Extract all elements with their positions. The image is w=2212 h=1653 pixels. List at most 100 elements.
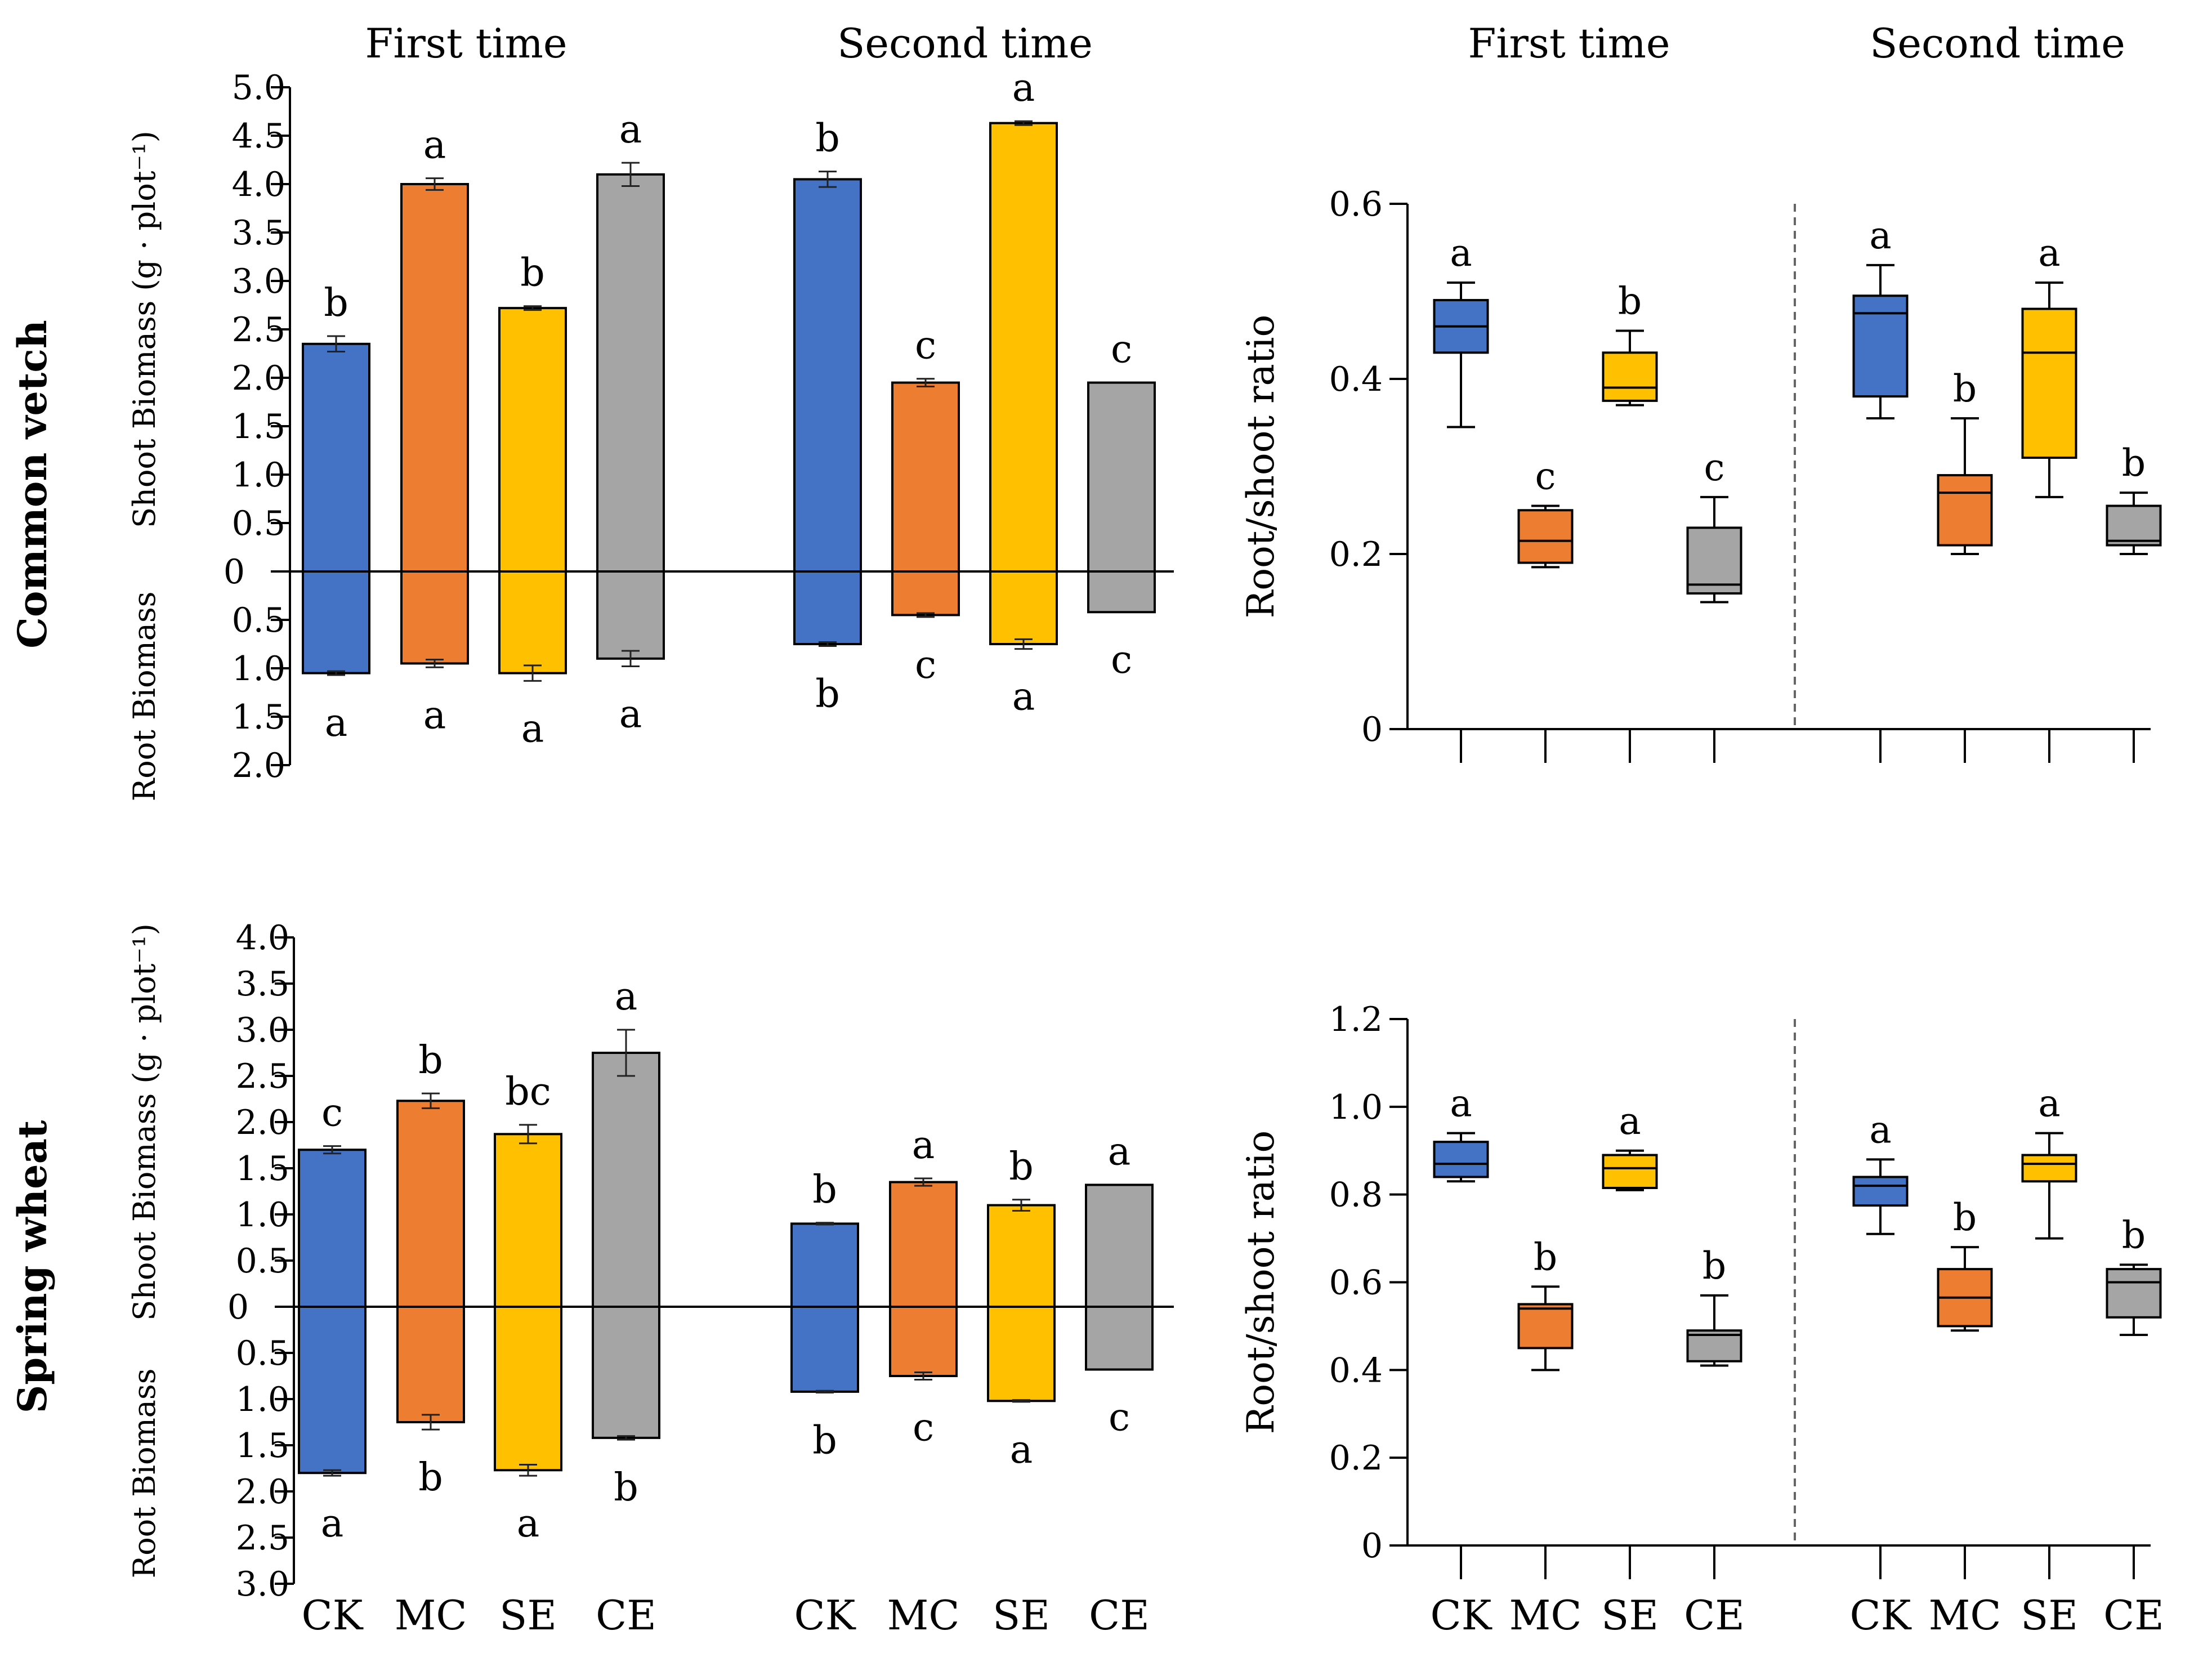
box-se xyxy=(2021,307,2077,459)
y-axis-title-shoot: Shoot Biomass (g · plot⁻¹) xyxy=(127,131,162,528)
shoot-bar-se xyxy=(498,307,567,573)
root-bar-se xyxy=(987,1306,1056,1402)
box-mc xyxy=(1517,1303,1574,1350)
root-bar-ck xyxy=(302,570,370,674)
y-tick-label: 1.0 xyxy=(236,1195,289,1235)
significance-letter: c xyxy=(321,1091,343,1136)
y-axis-title: Root/shoot ratio xyxy=(1239,1131,1282,1435)
significance-letter: c xyxy=(915,324,936,368)
y-tick-label: 0.5 xyxy=(232,601,285,640)
y-tick-label: 5.0 xyxy=(232,68,285,108)
box-se xyxy=(2021,1154,2077,1183)
chart-spring-wheat-biomass: 4.0 3.5 3.0 2.5 2.0 1.5 1.0 0.5 0 0.5 1.0 1.5 2.0 2.5… xyxy=(127,918,1174,1639)
significance-letter: a xyxy=(1012,675,1035,720)
significance-letter: b xyxy=(812,1168,837,1212)
significance-letter: a xyxy=(1450,1082,1472,1125)
chart-common-vetch-root-shoot-ratio: 0 0.2 0.4 0.6 Root/shoot ratio First time Seco… xyxy=(1239,20,2162,763)
significance-letter: a xyxy=(2038,231,2060,275)
shoot-bar-ck xyxy=(793,178,862,573)
significance-letter: c xyxy=(1111,328,1132,372)
x-category-label: SE xyxy=(1601,1592,1659,1639)
significance-letter: a xyxy=(615,975,638,1019)
y-tick-label: 1.5 xyxy=(236,1426,289,1466)
y-tick-label: 3.0 xyxy=(236,1565,289,1604)
chart-spring-wheat-root-shoot-ratio: 0 0.2 0.4 0.6 0.8 1.0 1.2 Root/shoot ratio a CK b M… xyxy=(1239,1000,2164,1639)
shoot-bar-mc xyxy=(891,381,960,573)
y-tick-label: 0.4 xyxy=(1329,1351,1383,1390)
root-bar-se xyxy=(989,570,1058,645)
significance-letter: b xyxy=(418,1038,443,1083)
x-category-label: CE xyxy=(2103,1592,2164,1639)
y-tick-label: 1.0 xyxy=(236,1380,289,1419)
significance-letter: b xyxy=(2122,1213,2146,1257)
significance-letter: c xyxy=(913,1406,934,1450)
root-bar-mc xyxy=(400,570,469,665)
y-axis-title-root: Root Biomass xyxy=(127,592,162,802)
shoot-bar-ce xyxy=(1087,381,1156,573)
shoot-bar-ce xyxy=(596,173,665,573)
y-tick-label: 0.6 xyxy=(1329,185,1383,224)
significance-letter: b xyxy=(418,1455,443,1500)
box-ck xyxy=(1852,1176,1909,1207)
significance-letter: c xyxy=(1704,446,1725,489)
box-ck xyxy=(1433,1141,1489,1178)
y-axis-title-shoot: Shoot Biomass (g · plot⁻¹) xyxy=(127,923,162,1321)
y-tick-label: 2.5 xyxy=(236,1057,289,1096)
y-tick-label: 0.6 xyxy=(1329,1263,1383,1303)
y-tick-label: 0.2 xyxy=(1329,535,1383,574)
root-bar-mc xyxy=(396,1306,465,1423)
shoot-bar-ck xyxy=(302,342,370,573)
box-ce xyxy=(2106,504,2162,547)
y-tick-label: 2.0 xyxy=(236,1472,289,1512)
box-ce xyxy=(1686,526,1742,595)
significance-letter: bc xyxy=(505,1070,551,1114)
significance-letter: b xyxy=(1534,1235,1557,1279)
y-tick-label: 1.5 xyxy=(232,407,285,446)
significance-letter: b xyxy=(1702,1244,1726,1288)
shoot-bar-mc xyxy=(889,1181,958,1308)
significance-letter: a xyxy=(423,693,446,738)
shoot-bar-ce xyxy=(592,1052,660,1308)
chart-common-vetch-biomass: 5.0 4.5 4.0 3.5 3.0 2.5 2.0 1.5 1.0 0.5 0 0.5 1.0 1.5… xyxy=(127,20,1174,801)
y-tick-label: 1.2 xyxy=(1329,1000,1383,1039)
root-bar-ck xyxy=(793,570,862,645)
significance-letter: b xyxy=(1618,279,1642,323)
significance-letter: a xyxy=(423,123,446,168)
y-tick-label: 2.0 xyxy=(232,746,285,785)
y-tick-label: 4.5 xyxy=(232,117,285,156)
significance-letter: a xyxy=(2038,1082,2060,1125)
x-category-label: MC xyxy=(1929,1592,2001,1639)
x-category-label: CE xyxy=(1089,1592,1150,1639)
significance-letter: a xyxy=(325,701,348,745)
y-tick-label: 0.5 xyxy=(236,1334,289,1373)
root-bar-mc xyxy=(891,570,960,616)
root-bar-ce xyxy=(592,1306,660,1439)
panel-title: Second time xyxy=(1870,20,2125,67)
box-mc xyxy=(1517,509,1574,564)
root-bar-mc xyxy=(889,1306,958,1377)
shoot-bar-mc xyxy=(396,1100,465,1308)
y-tick-label: 2.0 xyxy=(232,359,285,398)
panel-title: First time xyxy=(1468,20,1670,67)
shoot-bar-se xyxy=(494,1133,562,1308)
box-se xyxy=(1602,1154,1658,1189)
shoot-bar-ce xyxy=(1085,1183,1154,1308)
significance-letter: a xyxy=(1869,1108,1891,1151)
significance-letter: b xyxy=(2122,441,2146,485)
box-ck xyxy=(1852,294,1909,398)
root-bar-ce xyxy=(1087,570,1156,614)
significance-letter: b xyxy=(815,672,840,716)
significance-letter: a xyxy=(1108,1130,1131,1174)
root-bar-ck xyxy=(298,1306,367,1475)
x-category-label: CK xyxy=(1850,1592,1912,1639)
row-label-spring-wheat: Spring wheat xyxy=(9,1120,56,1414)
row-label-common-vetch: Common vetch xyxy=(9,320,56,649)
significance-letter: a xyxy=(1010,1428,1033,1472)
y-tick-label: 0.8 xyxy=(1329,1176,1383,1215)
significance-letter: c xyxy=(1109,1396,1130,1440)
y-tick-label: 1.0 xyxy=(232,455,285,495)
y-tick-label: 3.0 xyxy=(232,262,285,301)
significance-letter: b xyxy=(324,281,348,325)
y-tick-label: 1.0 xyxy=(232,649,285,689)
x-category-label: CK xyxy=(1431,1592,1492,1639)
